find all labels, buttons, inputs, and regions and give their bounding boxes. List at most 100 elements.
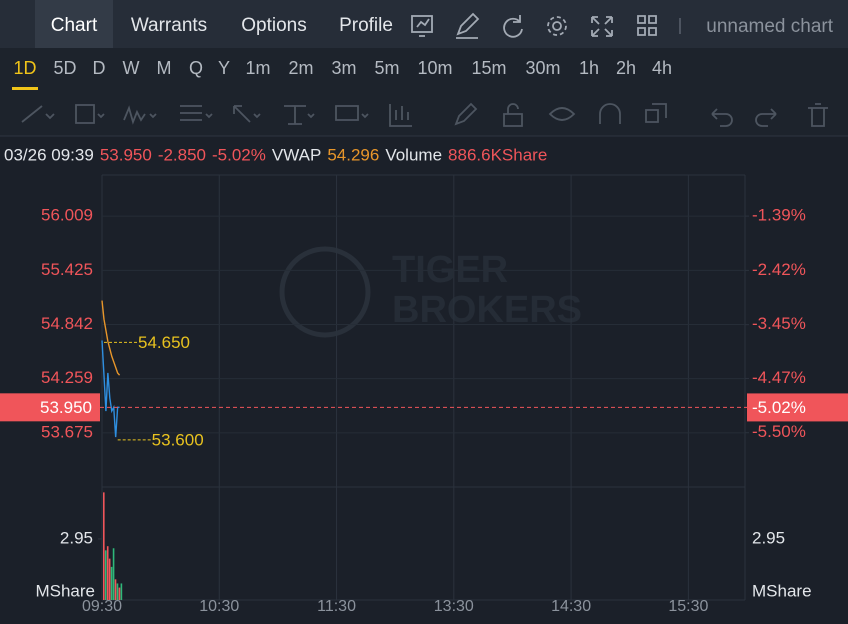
timeframe[interactable]: Q	[189, 58, 203, 78]
active-tab-bg	[35, 0, 113, 48]
timeframe[interactable]: 5D	[53, 58, 76, 78]
timeframe[interactable]: 30m	[525, 58, 560, 78]
tool-eye[interactable]	[548, 107, 576, 121]
tool-note[interactable]	[335, 105, 369, 121]
y2-tick-label: -1.39%	[752, 206, 806, 225]
tool-fib[interactable]	[180, 105, 213, 121]
volume-bar	[106, 546, 109, 600]
tool-delete[interactable]	[808, 103, 828, 127]
tool-undo[interactable]	[711, 108, 733, 127]
info-text: 53.950	[100, 145, 152, 164]
y2-tick-label: -5.50%	[752, 422, 806, 441]
last-price-label: 53.950	[40, 398, 92, 417]
timeframe[interactable]: 1m	[245, 58, 270, 78]
info-text: VWAP	[272, 145, 321, 164]
volume-bar	[120, 583, 123, 600]
volume-bar	[110, 566, 113, 600]
timeframe[interactable]: 2m	[288, 58, 313, 78]
volume-bar	[103, 492, 105, 600]
timeframe[interactable]: D	[93, 58, 106, 78]
info-text: 886.6KShare	[448, 145, 547, 164]
toolbar-bg	[0, 48, 848, 136]
volume-unit: MShare	[752, 581, 812, 600]
chart-icon[interactable]	[411, 15, 433, 33]
timeframe[interactable]: 1h	[579, 58, 599, 78]
x-tick-label: 14:30	[551, 598, 591, 615]
x-tick-label: 11:30	[317, 598, 356, 615]
tab[interactable]: Warrants	[131, 15, 207, 36]
tool-pen[interactable]	[454, 102, 478, 126]
tool-line[interactable]	[21, 105, 55, 123]
timeframe[interactable]: 10m	[417, 58, 452, 78]
timeframe[interactable]: Y	[218, 58, 230, 78]
top-icons	[411, 12, 681, 39]
y-tick-label: 54.259	[41, 368, 93, 387]
price-line	[101, 340, 120, 438]
timeframe[interactable]: 15m	[471, 58, 506, 78]
volume-unit: MShare	[35, 581, 95, 600]
x-tick-label: 09:30	[82, 598, 122, 615]
timeframe-underline	[12, 87, 38, 90]
timeframe[interactable]: 2h	[616, 58, 636, 78]
tab[interactable]: Options	[241, 15, 306, 36]
settings-gear	[547, 16, 567, 36]
volume-bar	[116, 583, 119, 600]
x-tick-label: 15:30	[668, 598, 708, 615]
fullscreen-icon[interactable]	[591, 16, 613, 37]
y-tick-label: 53.675	[41, 422, 93, 441]
settings-icon[interactable]	[552, 21, 562, 31]
tool-pattern[interactable]	[389, 104, 412, 127]
tool-redo[interactable]	[755, 108, 777, 127]
edit-icon[interactable]	[456, 12, 480, 39]
info-text: 54.296	[327, 145, 379, 164]
volume-bar	[114, 579, 117, 600]
chart-name[interactable]: unnamed chart	[706, 16, 833, 37]
y2-tick-label: -4.47%	[752, 368, 806, 387]
volume-bar	[118, 587, 121, 600]
price-line	[101, 300, 121, 376]
tool-arrow[interactable]	[233, 105, 261, 123]
watermark-logo	[279, 246, 371, 338]
y-tick-label: 55.425	[41, 260, 93, 279]
refresh-icon[interactable]	[503, 15, 523, 38]
timeframe[interactable]: 3m	[331, 58, 356, 78]
tab[interactable]: Profile	[339, 15, 393, 36]
timeframe[interactable]: 4h	[652, 58, 672, 78]
tool-magnet[interactable]	[599, 103, 621, 124]
tab[interactable]: Chart	[51, 15, 98, 36]
tool-copy[interactable]	[645, 103, 667, 123]
y-tick-label: 56.009	[41, 206, 93, 225]
layout-icon[interactable]	[637, 15, 657, 36]
drawing-tools	[21, 102, 828, 127]
annotation-label: 53.600	[152, 430, 204, 449]
volume-bar	[108, 558, 111, 600]
y-tick-label: 54.842	[41, 314, 93, 333]
timeframe[interactable]: W	[123, 58, 140, 78]
volume-tick-label: 2.95	[60, 528, 93, 547]
info-text: 03/26 09:39	[4, 145, 94, 164]
info-text: Volume	[385, 145, 442, 164]
tool-wave[interactable]	[123, 105, 157, 125]
volume-tick-label: 2.95	[752, 528, 785, 547]
info-text: -2.850	[158, 145, 206, 164]
chart-icon-line	[416, 18, 430, 37]
annotation-label: 54.650	[138, 333, 190, 352]
last-pct-badge	[747, 393, 848, 422]
volume-bar	[104, 550, 107, 600]
info-text: -5.02%	[212, 145, 266, 164]
tool-rect[interactable]	[75, 104, 105, 124]
last-pct-label: -5.02%	[752, 398, 806, 417]
x-tick-label: 13:30	[434, 598, 474, 615]
timeframe[interactable]: 5m	[374, 58, 399, 78]
watermark: TIGER BROKERS	[279, 246, 582, 338]
y2-tick-label: -3.45%	[752, 314, 806, 333]
timeframe[interactable]: M	[157, 58, 172, 78]
x-tick-label: 10:30	[199, 598, 239, 615]
timeframe[interactable]: 1D	[13, 58, 36, 78]
y2-tick-label: -2.42%	[752, 260, 806, 279]
tool-text[interactable]	[284, 105, 315, 125]
last-price-badge	[0, 393, 100, 422]
volume-bar	[112, 548, 115, 600]
tool-lock[interactable]	[503, 103, 523, 127]
